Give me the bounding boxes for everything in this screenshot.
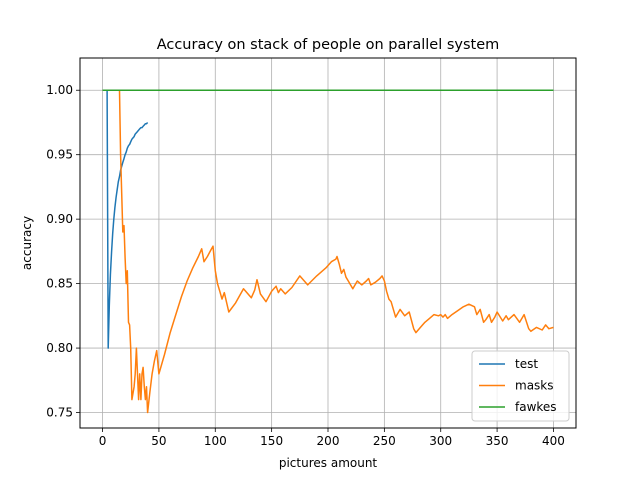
chart-title: Accuracy on stack of people on parallel … bbox=[157, 37, 500, 53]
x-tick-label: 100 bbox=[204, 434, 227, 448]
x-tick-label: 150 bbox=[260, 434, 283, 448]
x-tick-label: 200 bbox=[317, 434, 340, 448]
x-tick-label: 0 bbox=[99, 434, 107, 448]
y-tick-label: 0.80 bbox=[46, 341, 73, 355]
series-line-masks bbox=[102, 89, 554, 414]
y-tick-label: 0.75 bbox=[46, 406, 73, 420]
y-axis-ticks: 0.75 0.80 0.85 0.90 0.95 1.00 bbox=[46, 83, 80, 420]
x-axis-ticks: 0 50 100 150 200 250 300 350 400 bbox=[99, 428, 565, 448]
legend-label-masks: masks bbox=[515, 379, 554, 393]
series-line-test bbox=[103, 89, 149, 349]
series-lines bbox=[102, 89, 554, 414]
y-tick-label: 1.00 bbox=[46, 83, 73, 97]
x-tick-label: 300 bbox=[429, 434, 452, 448]
x-tick-label: 250 bbox=[373, 434, 396, 448]
y-tick-label: 0.95 bbox=[46, 148, 73, 162]
legend: test masks fawkes bbox=[471, 350, 570, 422]
x-tick-label: 350 bbox=[486, 434, 509, 448]
x-tick-label: 50 bbox=[151, 434, 166, 448]
y-tick-label: 0.85 bbox=[46, 277, 73, 291]
legend-label-fawkes: fawkes bbox=[515, 400, 557, 414]
legend-box bbox=[471, 350, 570, 422]
y-axis-label: accuracy bbox=[20, 216, 34, 270]
y-tick-label: 0.90 bbox=[46, 212, 73, 226]
x-tick-label: 400 bbox=[542, 434, 565, 448]
legend-label-test: test bbox=[515, 357, 538, 371]
x-axis-label: pictures amount bbox=[279, 456, 378, 470]
